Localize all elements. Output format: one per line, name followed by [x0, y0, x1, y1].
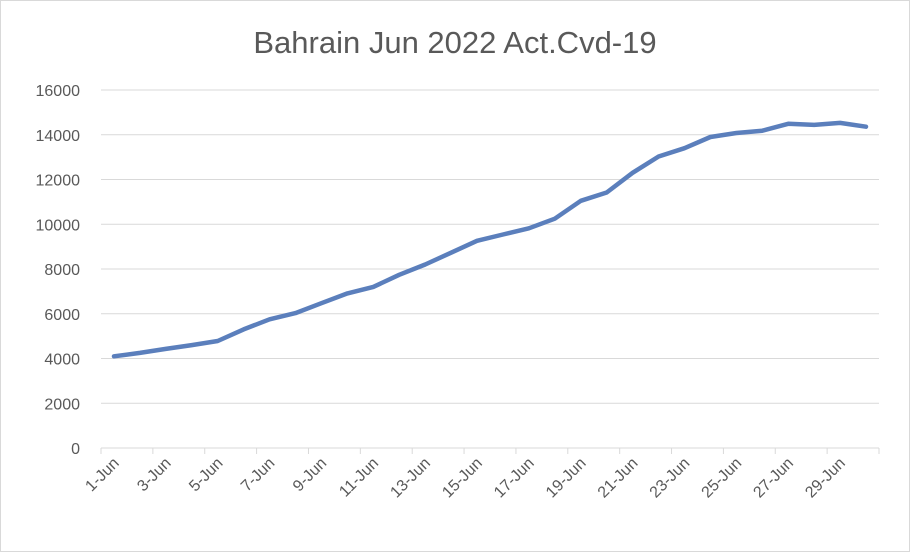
y-axis-tick-labels: 0 2000 4000 6000 8000 10000 12000 14000 16000: [36, 83, 81, 458]
y-tick-label: 4000: [44, 352, 80, 369]
x-tick-label: 15-Jun: [439, 455, 486, 502]
x-tick-label: 21-Jun: [595, 455, 642, 502]
x-tick-label: 13-Jun: [387, 455, 434, 502]
y-tick-label: 2000: [44, 396, 80, 413]
x-tick-label: 1-Jun: [82, 455, 122, 495]
y-tick-label: 6000: [44, 307, 80, 324]
y-tick-label: 8000: [44, 262, 80, 279]
x-axis-tick-labels: 1-Jun 3-Jun 5-Jun 7-Jun 9-Jun 11-Jun 13-Jun 15-…: [82, 455, 848, 502]
x-tick-label: 27-Jun: [750, 455, 797, 502]
y-tick-label: 0: [71, 441, 80, 458]
x-tick-label: 17-Jun: [491, 455, 538, 502]
series-layer: [111, 120, 869, 359]
series-line: [111, 120, 869, 359]
gridlines: [101, 89, 879, 404]
x-tick-label: 9-Jun: [290, 455, 330, 495]
x-tick-label: 23-Jun: [647, 455, 694, 502]
x-tick-label: 11-Jun: [336, 455, 382, 501]
y-tick-label: 14000: [36, 128, 81, 145]
x-tick-label: 19-Jun: [543, 455, 590, 502]
x-tick-label: 7-Jun: [238, 455, 278, 495]
chart-title: Bahrain Jun 2022 Act.Cvd-19: [253, 25, 656, 60]
x-tick-label: 3-Jun: [134, 455, 174, 495]
x-tick-label: 5-Jun: [186, 455, 226, 495]
x-tick-label: 29-Jun: [802, 455, 849, 502]
x-tick-label: 25-Jun: [699, 455, 746, 502]
x-axis: [100, 447, 880, 454]
y-tick-label: 16000: [36, 83, 81, 100]
y-tick-label: 12000: [36, 173, 81, 190]
y-tick-label: 10000: [36, 217, 81, 234]
